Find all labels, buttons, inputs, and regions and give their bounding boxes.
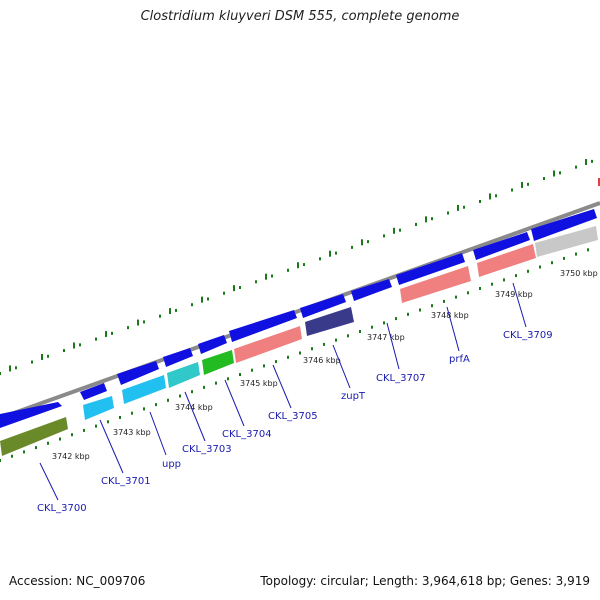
- gene-arrow-zupT[interactable]: [300, 294, 346, 318]
- map-title: Clostridium kluyveri DSM 555, complete g…: [140, 9, 460, 24]
- gene-arrow-ckl-3709[interactable]: [473, 232, 530, 260]
- feature-cyan-2[interactable]: [122, 375, 166, 404]
- gene-label[interactable]: CKL_3703: [182, 444, 232, 455]
- leader-line: [272, 364, 292, 409]
- gene-label[interactable]: CKL_3709: [503, 330, 553, 341]
- kbp-label: 3747 kbp: [367, 333, 405, 342]
- gene-arrow-ckl-3705[interactable]: [229, 310, 297, 342]
- gene-label[interactable]: zupT: [341, 391, 366, 402]
- gc-skew-ticks: [0, 159, 593, 462]
- gene-arrow-prfA[interactable]: [396, 253, 465, 285]
- feature-purple[interactable]: [305, 307, 354, 336]
- leader-line: [386, 322, 400, 370]
- gene-label[interactable]: CKL_3705: [268, 411, 318, 422]
- gene-arrow-ckl-3704[interactable]: [198, 335, 227, 354]
- gene-label[interactable]: CKL_3707: [376, 373, 426, 384]
- leader-line: [224, 379, 245, 427]
- feature-gray[interactable]: [535, 226, 598, 257]
- kbp-label: 3742 kbp: [52, 452, 90, 461]
- leader-line: [149, 411, 167, 456]
- feature-cyan-1[interactable]: [83, 396, 114, 420]
- leader-line: [39, 462, 59, 501]
- leader-line: [332, 344, 351, 389]
- gene-label[interactable]: CKL_3704: [222, 429, 272, 440]
- kbp-scale: 3742 kbp 3743 kbp 3744 kbp 3745 kbp 3746…: [52, 269, 598, 461]
- leader-line: [99, 419, 124, 474]
- gene-labels: CKL_3700 CKL_3701 upp CKL_3703 CKL_3704 …: [37, 330, 553, 514]
- gene-label[interactable]: prfA: [449, 354, 470, 365]
- leader-line: [512, 282, 527, 328]
- feature-olive[interactable]: [0, 417, 68, 456]
- kbp-label: 3743 kbp: [113, 428, 151, 437]
- kbp-label: 3744 kbp: [175, 403, 213, 412]
- accession-label: Accession: NC_009706: [9, 574, 146, 588]
- gene-label[interactable]: CKL_3701: [101, 476, 151, 487]
- gene-arrow-ckl-3703[interactable]: [163, 348, 193, 367]
- kbp-label: 3746 kbp: [303, 356, 341, 365]
- feature-pink-3[interactable]: [477, 244, 536, 277]
- kbp-label: 3750 kbp: [560, 269, 598, 278]
- feature-teal[interactable]: [167, 362, 200, 388]
- forward-strand-genes: [0, 209, 597, 428]
- feature-boxes: [0, 178, 600, 456]
- feature-pink-2[interactable]: [400, 266, 471, 303]
- feature-green[interactable]: [202, 350, 234, 375]
- gene-arrow-ckl-3701[interactable]: [80, 383, 107, 400]
- gene-arrow-ckl-3710[interactable]: [531, 209, 597, 241]
- gene-label[interactable]: upp: [162, 459, 181, 470]
- kbp-label: 3748 kbp: [431, 311, 469, 320]
- kbp-label: 3749 kbp: [495, 290, 533, 299]
- gene-arrow-ckl-3707[interactable]: [351, 279, 392, 301]
- gene-label[interactable]: CKL_3700: [37, 503, 87, 514]
- leader-line: [184, 391, 206, 442]
- gene-label-lines: [39, 282, 527, 501]
- gene-arrow-ckl-3700[interactable]: [0, 402, 62, 428]
- genome-backbone: [0, 201, 600, 420]
- kbp-label: 3745 kbp: [240, 379, 278, 388]
- gene-arrow-upp[interactable]: [117, 361, 159, 385]
- feature-pink-1[interactable]: [234, 326, 302, 363]
- topology-summary: Topology: circular; Length: 3,964,618 bp…: [260, 574, 590, 588]
- leader-line: [446, 306, 460, 352]
